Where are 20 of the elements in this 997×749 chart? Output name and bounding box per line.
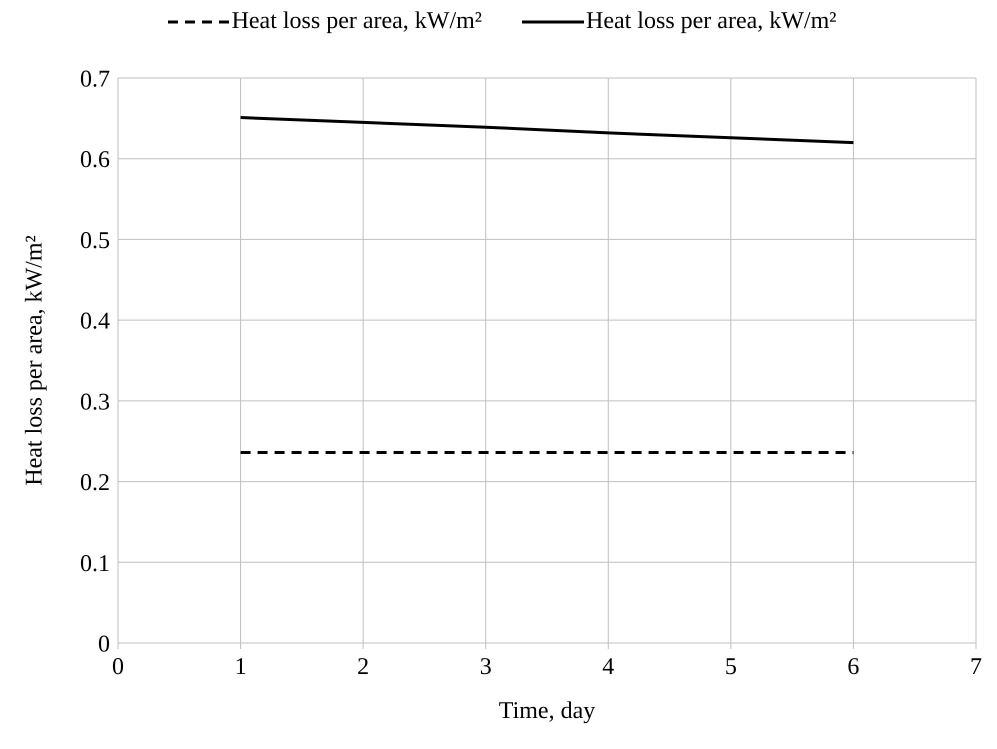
y-tick-label: 0.2	[80, 470, 110, 496]
x-tick-label: 7	[970, 654, 982, 680]
y-tick-label: 0	[98, 632, 110, 658]
x-tick-label: 1	[234, 654, 247, 680]
y-tick-label: 0.4	[80, 308, 110, 335]
y-tick-label: 0.6	[80, 147, 110, 174]
y-tick-label: 0.1	[80, 550, 110, 577]
y-tick-label: 0.3	[80, 389, 110, 416]
x-axis-title: Time, day	[498, 698, 596, 724]
y-tick-label: 0.7	[80, 66, 110, 93]
x-tick-label: 3	[480, 654, 492, 680]
x-tick-label: 5	[724, 654, 737, 680]
line-series	[239, 116, 855, 144]
x-tick-label: 2	[357, 654, 370, 680]
y-tick-label: 0.5	[80, 228, 110, 254]
legend-label: Heat loss per area, kW/m²	[585, 8, 836, 35]
legend-label: Heat loss per area, kW/m²	[230, 8, 482, 35]
y-axis-title: Heat loss per area, kW/m²	[22, 235, 48, 486]
x-tick-label: 4	[602, 654, 614, 680]
x-tick-label: 6	[847, 654, 860, 680]
